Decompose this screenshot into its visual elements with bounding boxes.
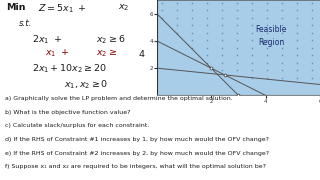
Polygon shape [157, 0, 320, 95]
Text: Min: Min [6, 3, 26, 12]
Text: b) What is the objective function value?: b) What is the objective function value? [5, 110, 130, 115]
Text: a) Graphically solve the LP problem and determine the optimal solution.: a) Graphically solve the LP problem and … [5, 96, 233, 101]
Text: e) If the RHS of Constraint #2 increases by 2, by how much would the OFV change?: e) If the RHS of Constraint #2 increases… [5, 151, 269, 156]
Text: Feasible: Feasible [255, 26, 287, 35]
Text: d) If the RHS of Constraint #1 increases by 1, by how much would the OFV change?: d) If the RHS of Constraint #1 increases… [5, 137, 269, 142]
Text: Region: Region [258, 38, 284, 47]
Text: $x_1, x_2 \geq 0$: $x_1, x_2 \geq 0$ [64, 78, 108, 91]
Text: $2x_1\ +$: $2x_1\ +$ [32, 33, 62, 46]
Text: $x_2$: $x_2$ [118, 3, 130, 13]
Text: f) Suppose x₁ and x₂ are required to be integers, what will the optimal solution: f) Suppose x₁ and x₂ are required to be … [5, 165, 266, 169]
Text: $4$: $4$ [138, 48, 145, 59]
Text: $Z = 5x_1\ +$: $Z = 5x_1\ +$ [38, 3, 87, 15]
Text: $x_2 \geq$: $x_2 \geq$ [96, 48, 117, 59]
Text: $x_1\ +$: $x_1\ +$ [45, 48, 69, 59]
Text: $2x_1 + 10x_2 \geq 20$: $2x_1 + 10x_2 \geq 20$ [32, 62, 107, 75]
Text: c) Calculate slack/surplus for each constraint.: c) Calculate slack/surplus for each cons… [5, 123, 149, 129]
Text: s.t.: s.t. [19, 19, 33, 28]
Text: $x_2 \geq 6$: $x_2 \geq 6$ [96, 33, 125, 46]
